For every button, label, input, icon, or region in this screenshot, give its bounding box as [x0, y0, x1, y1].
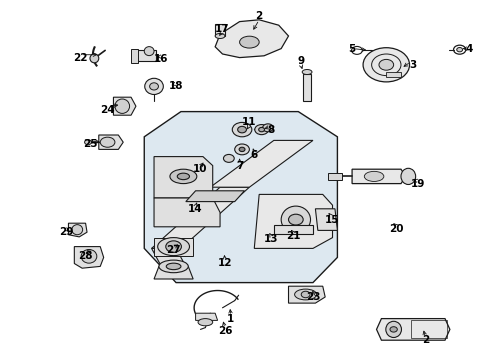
- Text: 4: 4: [465, 44, 472, 54]
- Ellipse shape: [362, 48, 409, 82]
- Ellipse shape: [254, 125, 268, 135]
- Text: 7: 7: [235, 161, 243, 171]
- Polygon shape: [154, 238, 193, 256]
- Ellipse shape: [302, 69, 311, 75]
- Polygon shape: [351, 169, 405, 184]
- Polygon shape: [74, 247, 103, 268]
- Text: 2: 2: [255, 11, 262, 21]
- Polygon shape: [113, 97, 136, 115]
- Ellipse shape: [258, 127, 264, 132]
- Polygon shape: [215, 20, 288, 58]
- Polygon shape: [144, 112, 337, 283]
- Polygon shape: [68, 223, 87, 237]
- Polygon shape: [386, 72, 400, 77]
- Ellipse shape: [456, 48, 462, 52]
- Bar: [132, 50, 156, 61]
- Ellipse shape: [115, 99, 129, 113]
- Ellipse shape: [159, 260, 188, 273]
- Text: 13: 13: [264, 234, 278, 244]
- Ellipse shape: [239, 147, 244, 152]
- Text: 24: 24: [100, 105, 115, 115]
- Polygon shape: [210, 140, 312, 187]
- Ellipse shape: [237, 126, 246, 133]
- Ellipse shape: [170, 169, 196, 184]
- Text: 21: 21: [285, 231, 300, 241]
- Polygon shape: [315, 209, 337, 230]
- Text: 6: 6: [250, 150, 257, 160]
- Polygon shape: [254, 194, 332, 248]
- Ellipse shape: [149, 83, 158, 90]
- Ellipse shape: [177, 173, 189, 180]
- Ellipse shape: [223, 154, 234, 162]
- Text: 1: 1: [227, 314, 234, 324]
- Ellipse shape: [378, 59, 393, 70]
- Ellipse shape: [281, 206, 310, 233]
- Ellipse shape: [198, 319, 212, 326]
- Polygon shape: [185, 191, 244, 202]
- Text: 25: 25: [83, 139, 98, 149]
- Ellipse shape: [364, 171, 383, 181]
- Ellipse shape: [81, 249, 97, 263]
- Polygon shape: [154, 266, 193, 279]
- Ellipse shape: [84, 140, 91, 145]
- Ellipse shape: [72, 225, 82, 235]
- Ellipse shape: [301, 291, 309, 298]
- Text: 16: 16: [154, 54, 168, 64]
- Polygon shape: [288, 286, 325, 303]
- Text: 19: 19: [410, 179, 425, 189]
- Polygon shape: [151, 187, 249, 248]
- Ellipse shape: [389, 327, 397, 332]
- Ellipse shape: [400, 168, 415, 184]
- Ellipse shape: [90, 54, 99, 63]
- Ellipse shape: [239, 36, 259, 48]
- Text: 11: 11: [242, 117, 256, 127]
- Text: 29: 29: [59, 227, 73, 237]
- Ellipse shape: [262, 124, 273, 132]
- Polygon shape: [327, 173, 342, 180]
- Text: 10: 10: [193, 164, 207, 174]
- Polygon shape: [154, 198, 220, 227]
- Text: 5: 5: [348, 44, 355, 54]
- Text: 26: 26: [217, 326, 232, 336]
- Bar: [131, 49, 138, 63]
- Text: 2: 2: [421, 335, 428, 345]
- Text: 12: 12: [217, 258, 232, 268]
- Ellipse shape: [100, 137, 115, 147]
- Text: 9: 9: [297, 56, 304, 66]
- Polygon shape: [376, 319, 449, 340]
- Ellipse shape: [215, 33, 224, 39]
- Ellipse shape: [385, 321, 401, 338]
- Polygon shape: [154, 157, 212, 198]
- Ellipse shape: [294, 289, 316, 300]
- Polygon shape: [303, 74, 311, 101]
- Text: 3: 3: [409, 60, 416, 70]
- Ellipse shape: [165, 241, 181, 252]
- Text: 8: 8: [267, 125, 274, 135]
- Ellipse shape: [166, 263, 181, 270]
- Text: 23: 23: [305, 292, 320, 302]
- Polygon shape: [273, 225, 312, 234]
- Text: 28: 28: [78, 251, 93, 261]
- Ellipse shape: [157, 238, 189, 256]
- Polygon shape: [151, 248, 185, 266]
- Text: 20: 20: [388, 224, 403, 234]
- Text: 14: 14: [188, 204, 203, 214]
- Text: 27: 27: [166, 245, 181, 255]
- Polygon shape: [99, 135, 123, 149]
- Text: 22: 22: [73, 53, 88, 63]
- Text: 18: 18: [168, 81, 183, 91]
- Ellipse shape: [232, 122, 251, 137]
- Ellipse shape: [288, 214, 303, 225]
- Polygon shape: [195, 313, 217, 320]
- Bar: [215, 24, 224, 36]
- Text: 15: 15: [325, 215, 339, 225]
- Text: 17: 17: [215, 24, 229, 34]
- Ellipse shape: [234, 144, 249, 155]
- Ellipse shape: [144, 46, 154, 55]
- Ellipse shape: [144, 78, 163, 94]
